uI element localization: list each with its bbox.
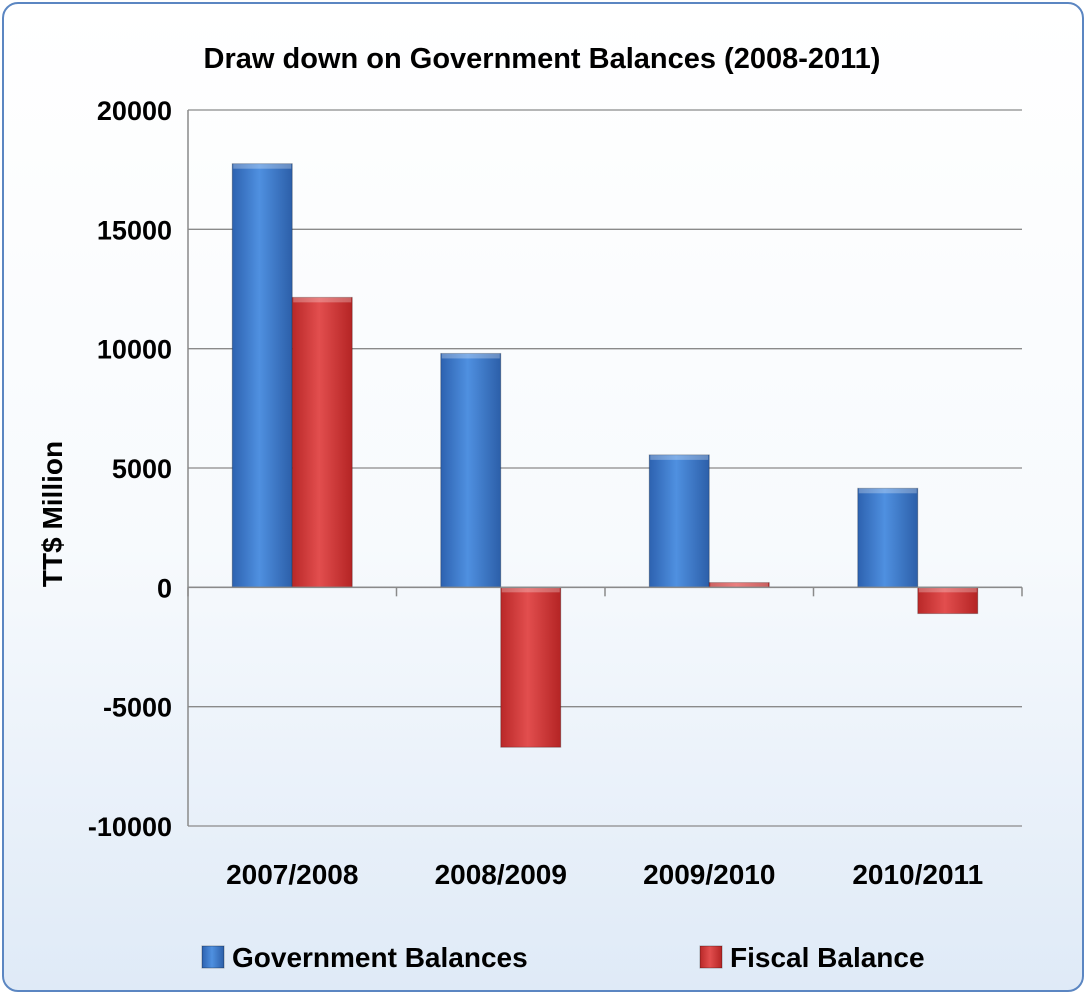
axes: [187, 110, 1023, 826]
bar-highlight: [918, 587, 977, 593]
bar-highlight: [293, 297, 352, 303]
x-tick-label: 2008/2009: [435, 859, 567, 890]
bar-highlight: [710, 582, 769, 588]
legend-label: Fiscal Balance: [730, 942, 925, 973]
legend: Government Balances Fiscal Balance: [201, 942, 925, 973]
y-tick-label: 5000: [112, 454, 172, 484]
x-tick-label: 2010/2011: [852, 859, 983, 890]
bar-highlight: [233, 163, 292, 169]
bar-government-balances: [648, 454, 710, 588]
bar-highlight: [858, 488, 917, 494]
bars: [231, 163, 979, 748]
y-tick-labels: 20000 15000 10000 5000 0 -5000 -10000: [88, 96, 172, 842]
y-tick-label: -5000: [103, 693, 172, 723]
chart-title: Draw down on Government Balances (2008-2…: [204, 43, 881, 75]
y-tick-label: 15000: [97, 215, 172, 245]
legend-swatch: [699, 945, 723, 969]
bar-highlight: [441, 353, 500, 359]
bar-chart: Draw down on Government Balances (2008-2…: [37, 43, 1023, 973]
legend-label: Government Balances: [232, 942, 528, 973]
bar-government-balances: [857, 487, 919, 588]
legend-swatch: [201, 945, 225, 969]
y-tick-label: 0: [157, 573, 172, 603]
bar-highlight: [501, 587, 560, 593]
bar-fiscal-balance: [291, 296, 353, 588]
y-tick-label: 20000: [97, 96, 172, 126]
x-tick-labels: 2007/2008 2008/2009 2009/2010 2010/2011: [226, 859, 983, 890]
bar-fiscal-balance: [500, 586, 562, 748]
x-tick-label: 2009/2010: [643, 859, 775, 890]
bar-government-balances: [440, 352, 502, 588]
y-axis-label: TT$ Million: [37, 441, 68, 587]
bar-fiscal-balance: [917, 586, 979, 615]
bar-highlight: [650, 454, 709, 460]
x-tick-label: 2007/2008: [226, 859, 358, 890]
y-tick-label: -10000: [88, 812, 172, 842]
bar-government-balances: [231, 163, 293, 588]
y-tick-label: 10000: [97, 335, 172, 365]
